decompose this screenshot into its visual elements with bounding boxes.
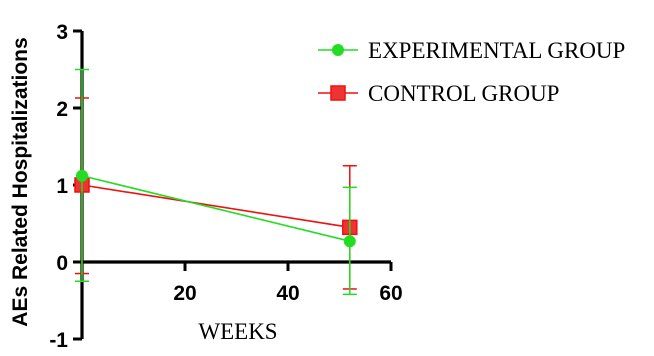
legend-marker <box>330 85 346 101</box>
legend-item: EXPERIMENTAL GROUP <box>318 38 625 63</box>
y-axis-label: AEs Related Hospitalizations <box>9 37 32 326</box>
legend-label: EXPERIMENTAL GROUP <box>368 38 625 63</box>
legend-item: CONTROL GROUP <box>318 81 559 106</box>
data-point <box>343 235 356 248</box>
series-experimental <box>75 68 357 296</box>
y-tick-label: 0 <box>56 252 68 275</box>
x-tick-label: 20 <box>173 282 196 305</box>
y-tick-label: 1 <box>56 175 68 198</box>
x-ticks: 20 40 60 <box>173 262 403 305</box>
x-tick-label: 60 <box>379 282 402 305</box>
series-layer <box>74 68 358 296</box>
x-axis-label: WEEKS <box>198 319 277 344</box>
data-point <box>76 169 88 182</box>
series-line <box>81 174 350 242</box>
series-control <box>74 97 358 290</box>
legend: EXPERIMENTAL GROUP CONTROL GROUP <box>318 38 625 106</box>
y-tick-label: 2 <box>56 98 68 121</box>
legend-label: CONTROL GROUP <box>368 81 559 106</box>
x-tick-label: 40 <box>276 282 299 305</box>
legend-marker <box>332 44 344 56</box>
y-tick-label: -1 <box>49 329 68 352</box>
y-tick-label: 3 <box>56 21 68 44</box>
axes <box>80 31 391 339</box>
y-ticks: -1 0 1 2 3 <box>49 21 82 352</box>
series-line <box>81 184 350 229</box>
